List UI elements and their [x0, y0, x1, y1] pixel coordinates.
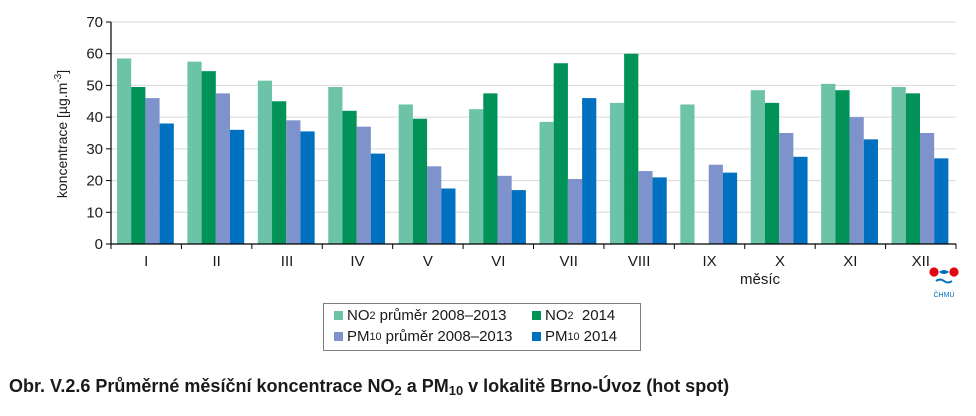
legend-swatch — [334, 311, 343, 320]
x-tick-label: II — [212, 253, 220, 270]
y-tick-labels: 0 10 20 30 40 50 60 70 — [86, 14, 103, 253]
bar — [272, 101, 287, 244]
bar — [483, 93, 498, 244]
legend-item-pm10-2014: PM 10 2014 — [532, 328, 617, 345]
bar — [582, 98, 597, 244]
y-tick-label: 20 — [86, 173, 103, 190]
bar — [145, 98, 160, 244]
bar — [230, 129, 245, 244]
legend: NO 2 průměr 2008–2013 NO 2 2014 PM 10 průmě… — [323, 303, 641, 351]
x-tick-label: V — [423, 253, 433, 270]
bars — [117, 53, 949, 245]
bar — [286, 120, 301, 244]
legend-swatch — [532, 332, 541, 341]
y-tick-label: 50 — [86, 77, 103, 94]
bar — [553, 63, 568, 245]
legend-item-no2-avg: NO 2 průměr 2008–2013 — [334, 307, 506, 324]
bar — [793, 156, 808, 244]
bar — [539, 121, 554, 244]
bar — [328, 87, 343, 244]
x-tick-label: I — [144, 253, 148, 270]
bar — [511, 190, 526, 244]
bar — [257, 80, 273, 244]
x-tick-label: X — [775, 253, 785, 270]
figure-caption: Obr. V.2.6 Průměrné měsíční koncentrace … — [9, 376, 730, 399]
bar — [131, 87, 146, 244]
legend-swatch — [532, 311, 541, 320]
bar — [849, 117, 864, 244]
bar — [159, 123, 174, 244]
svg-text:ČHMÚ: ČHMÚ — [934, 290, 955, 299]
bar — [201, 71, 216, 244]
legend-item-pm10-avg: PM 10 průměr 2008–2013 — [334, 328, 512, 345]
bar — [398, 104, 413, 245]
bar — [638, 171, 653, 244]
x-axis-label: měsíc — [740, 271, 781, 288]
gridlines — [111, 21, 956, 213]
bar — [356, 126, 371, 244]
x-tick-label: III — [281, 253, 294, 270]
bar — [427, 166, 442, 244]
bar — [117, 58, 132, 244]
bar — [609, 102, 625, 245]
y-axis-label: koncentrace [µg.m-3] — [53, 70, 70, 198]
bar — [905, 93, 920, 244]
bar — [934, 158, 949, 244]
bar — [821, 83, 836, 244]
bar — [680, 104, 695, 245]
bar — [779, 133, 794, 244]
bar — [215, 93, 231, 244]
chmu-logo: ČHMÚ — [928, 266, 960, 300]
axes — [106, 21, 957, 249]
x-tick-label: IV — [350, 253, 364, 270]
bar — [919, 133, 935, 244]
bar — [652, 177, 667, 244]
y-tick-label: 60 — [86, 46, 103, 63]
bar — [567, 178, 583, 244]
bar — [497, 175, 512, 244]
bar — [300, 131, 315, 244]
y-tick-label: 10 — [86, 204, 103, 221]
x-tick-label: VII — [560, 253, 578, 270]
bar — [764, 102, 780, 245]
legend-item-no2-2014: NO 2 2014 — [532, 307, 615, 324]
x-tick-label: IX — [702, 253, 716, 270]
bar — [469, 109, 484, 245]
y-tick-label: 30 — [86, 141, 103, 158]
bar — [370, 153, 386, 244]
x-tick-label: XI — [843, 253, 857, 270]
legend-swatch — [334, 332, 343, 341]
bar — [750, 90, 765, 244]
bar — [722, 172, 738, 244]
bar — [187, 61, 202, 244]
x-tick-label: VIII — [628, 253, 651, 270]
y-tick-label: 0 — [95, 236, 103, 253]
bar — [624, 53, 639, 245]
bar — [412, 118, 428, 244]
bar — [708, 164, 723, 244]
bar — [835, 90, 850, 244]
bar — [863, 139, 878, 244]
bar — [891, 87, 906, 244]
x-tick-label: XII — [912, 253, 930, 270]
x-tick-labels: I II III IV V VI VII VIII IX X XI XII — [144, 253, 930, 270]
bar — [342, 110, 357, 244]
x-tick-label: VI — [491, 253, 505, 270]
y-tick-label: 40 — [86, 109, 103, 126]
y-tick-label: 70 — [86, 14, 103, 31]
bar — [441, 188, 456, 244]
